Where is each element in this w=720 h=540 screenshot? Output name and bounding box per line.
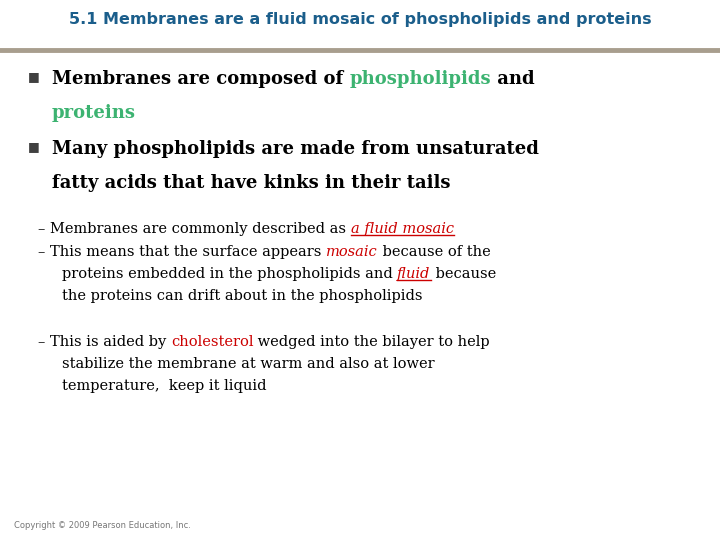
Text: a fluid mosaic: a fluid mosaic <box>351 222 454 236</box>
Text: proteins: proteins <box>52 104 136 122</box>
Text: Membranes are composed of: Membranes are composed of <box>52 70 349 88</box>
Text: fatty acids that have kinks in their tails: fatty acids that have kinks in their tai… <box>52 174 451 192</box>
Text: mosaic: mosaic <box>326 245 378 259</box>
Text: – Membranes are commonly described as: – Membranes are commonly described as <box>38 222 351 236</box>
Text: Copyright © 2009 Pearson Education, Inc.: Copyright © 2009 Pearson Education, Inc. <box>14 521 191 530</box>
Text: stabilize the membrane at warm and also at lower: stabilize the membrane at warm and also … <box>62 357 435 371</box>
Text: temperature,  keep it liquid: temperature, keep it liquid <box>62 379 266 393</box>
Text: proteins embedded in the phospholipids and: proteins embedded in the phospholipids a… <box>62 267 397 281</box>
Text: cholesterol: cholesterol <box>171 335 253 349</box>
Text: the proteins can drift about in the phospholipids: the proteins can drift about in the phos… <box>62 289 423 303</box>
Text: wedged into the bilayer to help: wedged into the bilayer to help <box>253 335 490 349</box>
Text: 5.1 Membranes are a fluid mosaic of phospholipids and proteins: 5.1 Membranes are a fluid mosaic of phos… <box>68 12 652 27</box>
Text: Many phospholipids are made from unsaturated: Many phospholipids are made from unsatur… <box>52 140 539 158</box>
Text: because of the: because of the <box>378 245 490 259</box>
Text: phospholipids: phospholipids <box>349 70 491 88</box>
Text: ■: ■ <box>28 70 40 83</box>
Text: fluid: fluid <box>397 267 431 281</box>
Text: because: because <box>431 267 496 281</box>
Text: ■: ■ <box>28 140 40 153</box>
Text: and: and <box>491 70 535 88</box>
Text: – This is aided by: – This is aided by <box>38 335 171 349</box>
Text: – This means that the surface appears: – This means that the surface appears <box>38 245 326 259</box>
